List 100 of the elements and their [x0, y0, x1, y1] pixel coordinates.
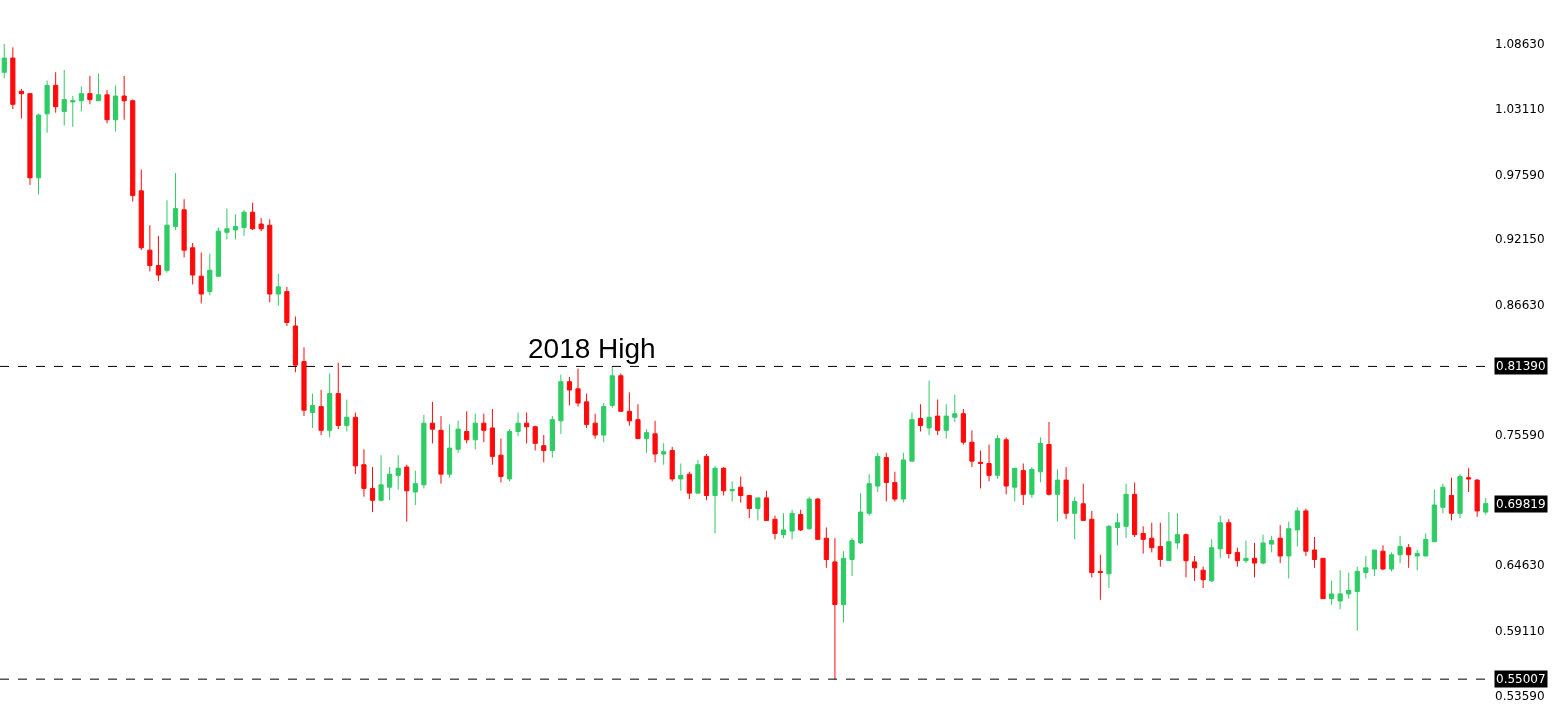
- candlestick: [438, 415, 444, 485]
- candlestick: [446, 423, 453, 479]
- candlestick: [678, 463, 684, 492]
- candlestick: [318, 389, 324, 436]
- candlestick: [1251, 542, 1258, 578]
- candlestick: [566, 376, 573, 406]
- candlestick: [181, 198, 187, 258]
- candlestick: [121, 75, 127, 121]
- candlestick: [1260, 534, 1266, 565]
- candlestick: [104, 89, 110, 124]
- candlestick: [549, 415, 555, 459]
- candlestick: [172, 172, 179, 231]
- candlestick: [1346, 572, 1352, 600]
- candlestick: [1337, 569, 1343, 610]
- candlestick: [703, 453, 710, 501]
- candlestick: [832, 537, 838, 680]
- candlestick: [344, 398, 350, 432]
- candlestick: [44, 80, 50, 134]
- candlestick: [858, 492, 864, 545]
- candlestick: [1157, 522, 1163, 568]
- candlestick: [1140, 525, 1146, 555]
- candlestick: [1037, 436, 1044, 483]
- candlestick: [669, 446, 675, 482]
- candlestick: [849, 537, 855, 577]
- y-tick-label: 0.75590: [1495, 428, 1545, 443]
- candlestick: [729, 480, 735, 502]
- candlestick: [224, 208, 230, 240]
- candlestick: [361, 448, 367, 498]
- candlestick: [378, 454, 384, 502]
- candlestick: [481, 413, 487, 443]
- candlestick: [995, 434, 1001, 480]
- candlestick: [532, 425, 538, 451]
- candlestick: [1174, 512, 1181, 550]
- candlestick: [1089, 510, 1095, 578]
- candlestick: [250, 202, 256, 231]
- candlestick: [1465, 467, 1472, 493]
- candlestick: [455, 420, 461, 454]
- candlestick: [986, 444, 992, 482]
- candlestick: [1423, 532, 1429, 557]
- candlestick: [464, 410, 470, 444]
- candlestick: [1363, 555, 1369, 579]
- ref-line-label: 0.55007: [1496, 672, 1546, 686]
- annotation: 2018 High: [528, 333, 656, 364]
- candlestick: [1380, 544, 1386, 571]
- candlestick: [61, 69, 67, 127]
- candlestick: [866, 473, 872, 517]
- candlestick: [524, 412, 530, 444]
- candlestick: [1012, 467, 1018, 502]
- candlestick: [909, 412, 915, 462]
- candlestick: [738, 476, 744, 504]
- candlestick: [900, 452, 907, 504]
- candlestick: [10, 46, 16, 110]
- candlestick: [1149, 522, 1155, 553]
- candlestick: [1209, 538, 1215, 583]
- candlestick: [661, 442, 667, 466]
- candlestick: [506, 428, 513, 482]
- candlestick: [1080, 483, 1086, 521]
- candlestick: [1114, 512, 1121, 546]
- candlestick: [1286, 521, 1292, 579]
- candlestick: [695, 459, 701, 494]
- candlestick: [575, 368, 581, 408]
- candlestick: [215, 227, 221, 277]
- candlestick: [275, 273, 281, 307]
- ref-line-label: 0.81390: [1496, 359, 1546, 373]
- candlestick: [327, 372, 333, 438]
- candlestick: [335, 362, 341, 430]
- candlestick: [798, 509, 804, 532]
- candlestick: [746, 495, 752, 519]
- candlestick: [198, 252, 204, 304]
- candlestick: [823, 527, 829, 569]
- candlestick: [70, 95, 76, 128]
- candlestick: [87, 75, 93, 105]
- y-tick-label: 1.08630: [1495, 36, 1545, 51]
- candlestick: [1440, 483, 1446, 514]
- candlestick: [618, 372, 624, 412]
- candlestick: [806, 496, 812, 531]
- y-tick-label: 0.53590: [1495, 689, 1545, 704]
- candlestick: [241, 209, 247, 237]
- candlestick: [301, 346, 307, 417]
- candlestick: [1072, 496, 1078, 540]
- candlestick: [840, 550, 847, 623]
- y-tick-label: 1.03110: [1495, 102, 1545, 117]
- candlestick: [1063, 466, 1069, 520]
- candlestick: [113, 84, 119, 133]
- candlestick: [1328, 580, 1335, 606]
- candlestick: [1166, 511, 1172, 562]
- candlestick: [1097, 554, 1103, 601]
- candlestick: [207, 253, 213, 296]
- candlestick: [686, 471, 692, 500]
- candlestick: [643, 428, 650, 454]
- candlestick: [626, 391, 632, 427]
- candlestick: [267, 218, 273, 303]
- candlestick: [1, 43, 7, 79]
- candlestick: [412, 470, 418, 506]
- candlestick: [78, 86, 84, 112]
- candlestick: [515, 412, 521, 437]
- candlestick: [387, 466, 393, 501]
- candlestick: [583, 393, 590, 429]
- candlestick: [404, 464, 410, 523]
- candlestick: [1054, 468, 1061, 523]
